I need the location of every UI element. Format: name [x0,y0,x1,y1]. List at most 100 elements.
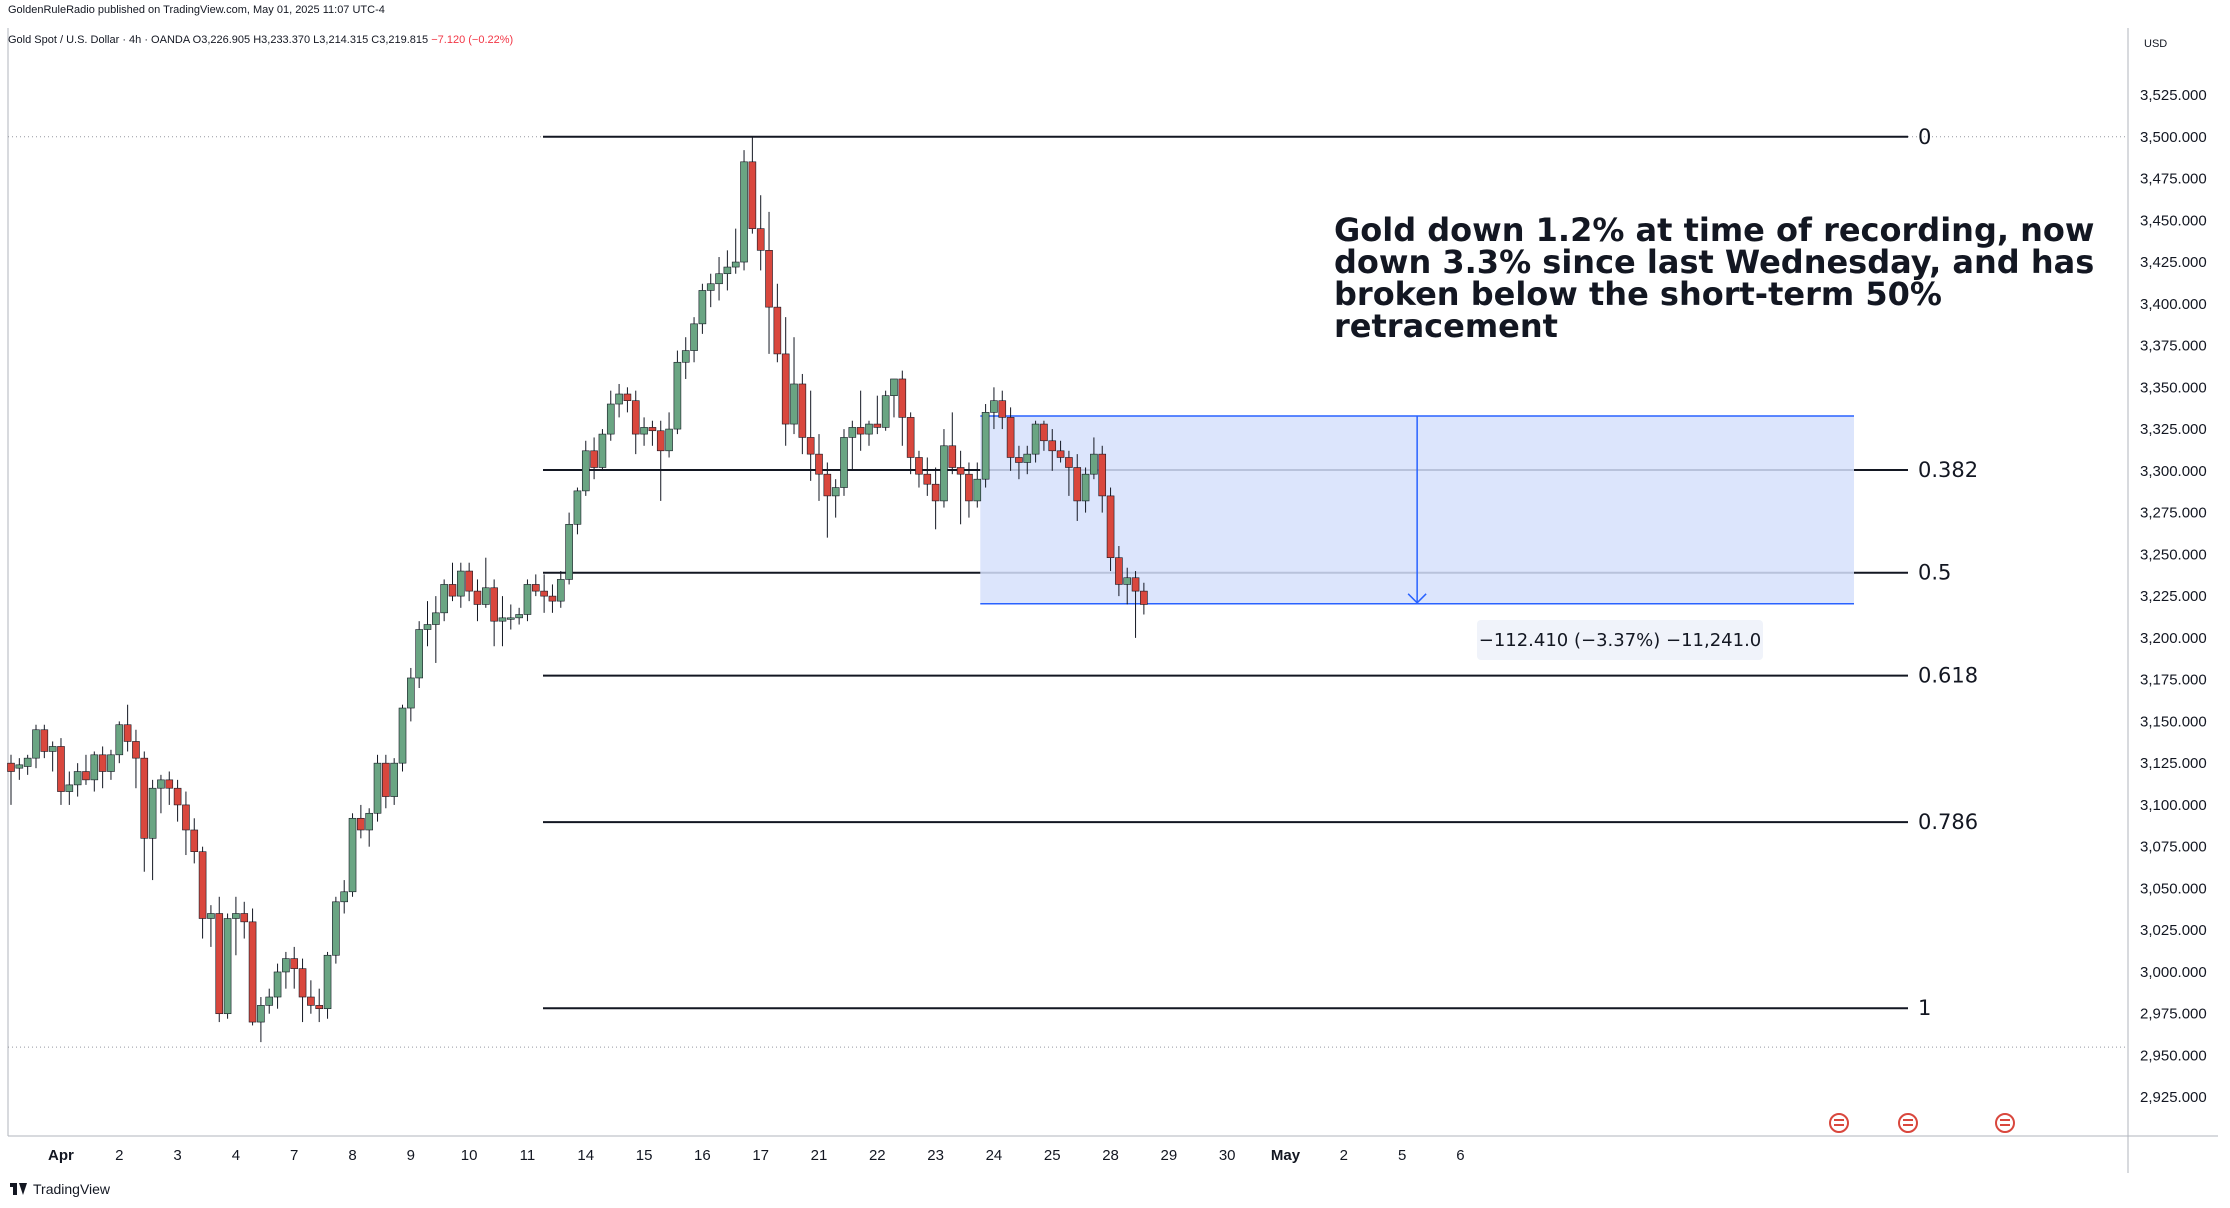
candle-body [40,729,49,752]
fib-level-label: 1 [1918,996,1931,1020]
time-tick-label: 25 [1044,1147,1061,1164]
candle-body [865,423,873,435]
ohlc-change: −7.120 (−0.22%) [431,34,514,46]
price-tick-label: 3,375.000 [2140,338,2207,355]
candle-body [390,762,398,797]
time-tick-label: 2 [115,1147,123,1164]
price-tick-label: 3,275.000 [2140,505,2207,522]
measure-arrow-head [1407,593,1427,604]
candle-body [448,584,457,597]
candle-body [998,400,1007,418]
candle-body [548,595,557,602]
us-flag-stripe [1903,1119,1913,1121]
candle-body [157,779,165,789]
price-tick-label: 3,175.000 [2140,672,2207,689]
candle-body [423,624,432,630]
time-tick-label: 22 [869,1147,886,1164]
time-tick-label: 23 [927,1147,944,1164]
candle-body [1056,450,1065,458]
candle-body [648,427,657,432]
candle-body [373,762,382,814]
candle-body [823,473,832,497]
time-tick-label: 5 [1398,1147,1406,1164]
candle-body [315,1005,324,1010]
candle-body [207,913,215,919]
candle-body [173,787,182,806]
ohlc-close: C3,219.815 [371,34,429,46]
price-tick-label: 3,450.000 [2140,212,2207,229]
candle-body [57,746,65,792]
us-flag-event-icon [1829,1113,1849,1133]
price-tick-label: 3,125.000 [2140,755,2207,772]
price-tick-label: 3,100.000 [2140,797,2207,814]
measure-tool[interactable] [980,415,1854,605]
candle-body [540,590,548,597]
price-tick-label: 3,250.000 [2140,546,2207,563]
time-tick-label: 16 [694,1147,711,1164]
ohlc-low: L3,214.315 [313,34,369,46]
price-tick-label: 3,400.000 [2140,296,2207,313]
candle-body [65,784,74,792]
candle-body [740,161,748,263]
candle-body [831,487,840,497]
time-tick-label: 6 [1456,1147,1464,1164]
candle-body [23,757,32,767]
candle-body [506,617,515,620]
price-tick-label: 3,325.000 [2140,421,2207,438]
price-axis[interactable]: 3,525.000 3,500.000 3,475.000 3,450.000 3,42… [2140,87,2207,1106]
candle-body [773,306,782,355]
candle-body [1048,440,1057,452]
candle-body [465,570,473,592]
candle-body [723,266,732,275]
time-tick-label: 2 [1340,1147,1348,1164]
time-tick-label: 29 [1161,1147,1178,1164]
candle-body [615,393,623,405]
candle-body [298,968,307,998]
price-tick-label: 2,925.000 [2140,1089,2207,1106]
time-tick-label: 24 [986,1147,1003,1164]
fib-level-label: 0.618 [1918,664,1978,688]
candle-body [1140,590,1148,605]
candle-body [90,754,99,781]
candle-body [573,490,582,525]
time-tick-label: 14 [577,1147,594,1164]
time-tick-label: Apr [48,1147,74,1164]
candle-body [357,817,365,831]
ohlc-high: H3,233.370 [253,34,311,46]
candle-body [498,617,507,622]
fib-level-label: 0.786 [1918,810,1978,834]
currency-label[interactable]: USD [2144,38,2168,50]
candle-body [673,361,682,430]
candle-body [515,614,523,619]
candle-body [940,445,948,502]
candle-body [1123,577,1132,585]
us-flag-stripe [2000,1124,2010,1126]
tradingview-brand: TradingView [33,1181,111,1197]
time-axis[interactable]: Apr 2 3 4 7 8 9 10 11 14 15 16 17 21 22 23 24 25 28 29 30 May… [48,1147,1465,1164]
candle-body [98,754,107,772]
price-tick-label: 2,975.000 [2140,1006,2207,1023]
candle-body [690,323,698,351]
tradingview-logo[interactable]: TradingView [10,1181,110,1197]
symbol-name: Gold Spot / U.S. Dollar · 4h · OANDA [8,34,190,46]
candle-body [123,724,132,742]
candle-body [590,450,598,468]
candle-body [1073,467,1082,502]
us-flag-stripe [1834,1119,1844,1121]
candle-body [190,829,199,852]
candle-body [1115,557,1123,585]
candle-body [906,417,915,458]
candle-body [565,523,573,580]
price-tick-label: 3,350.000 [2140,379,2207,396]
candle-body [307,996,315,1006]
candle-body [15,764,24,769]
candle-body [148,787,157,839]
time-tick-label: 17 [752,1147,769,1164]
candle-body [232,913,240,919]
candle-body [198,851,207,919]
price-tick-label: 3,150.000 [2140,713,2207,730]
candle-body [165,779,174,789]
time-tick-label: 3 [173,1147,181,1164]
candle-body [348,817,357,893]
